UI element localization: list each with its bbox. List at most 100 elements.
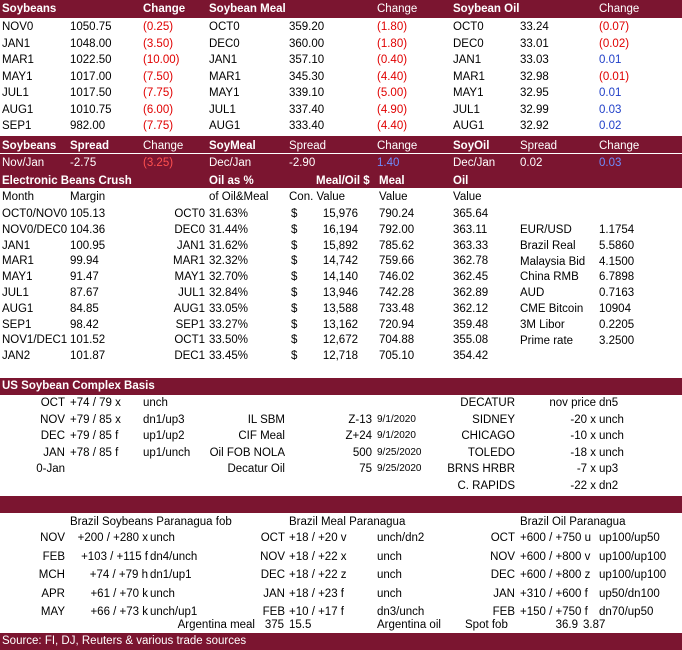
brazil-oil-value: +150 / +750 f: [520, 606, 588, 618]
brazil-beans-title: Brazil Soybeans Paranagua fob: [70, 516, 232, 528]
crush-oil-month: JAN1: [176, 239, 205, 252]
spread-value-6: Dec/Jan: [453, 157, 496, 169]
basis-product-value: 75: [359, 463, 372, 475]
source-note: Source: FI, DJ, Reuters & various trade …: [2, 635, 247, 647]
meal-month: MAY1: [209, 87, 240, 99]
soybean-month: AUG1: [2, 103, 34, 116]
basis-product-date: 9/1/2020: [377, 413, 416, 425]
meal-price: 360.00: [289, 37, 325, 50]
market-value: 3.2500: [599, 334, 635, 347]
crush-subheader-0: Month: [2, 191, 34, 203]
basis-month: OCT: [40, 397, 65, 409]
crush-oil-month: OCT1: [174, 334, 205, 347]
market-label: Brazil Real: [520, 239, 576, 252]
basis-location-change: up3: [599, 463, 619, 475]
crush-oil-month: MAR1: [173, 255, 205, 268]
oil-price: 33.03: [520, 54, 549, 66]
basis-product: Oil FOB NOLA: [209, 446, 285, 459]
basis-location-change: unch: [599, 446, 624, 459]
spread-header-8: Change: [599, 140, 640, 152]
crush-header-2: Meal: [379, 175, 405, 187]
crush-oil-pct: 31.44%: [209, 223, 249, 236]
basis-location: DECATUR: [460, 397, 515, 409]
meal-price: 345.30: [289, 70, 325, 83]
soybean-month: JUL1: [2, 87, 29, 99]
crush-oil-value: 362.89: [453, 287, 489, 299]
crush-header-3: Oil: [453, 175, 469, 187]
crush-meal-value: 792.00: [379, 223, 415, 236]
crush-oil-value: 362.45: [453, 271, 489, 284]
spread-header-0: Soybeans: [2, 140, 57, 152]
brazil-oil-change: up100/up50: [599, 532, 660, 544]
crush-dollar: $: [291, 271, 298, 284]
crush-dollar: $: [291, 318, 298, 331]
oil-change: 0.01: [599, 87, 622, 99]
market-value: 5.5860: [599, 239, 635, 252]
basis-product: CIF Meal: [238, 430, 285, 442]
crush-meal-value: 705.10: [379, 350, 415, 363]
crush-margin: 84.85: [70, 302, 99, 315]
oil-month: JUL1: [453, 103, 480, 116]
crush-margin: 99.94: [70, 255, 99, 268]
brazil-oil-month: OCT: [490, 532, 515, 544]
crush-oil-value: 355.08: [453, 334, 489, 347]
crush-con-value: 13,588: [322, 302, 358, 315]
brazil-oil-month: NOV: [490, 550, 515, 563]
crush-oil-pct: 32.32%: [209, 255, 249, 268]
argentina-meal-value: 375: [264, 619, 284, 631]
crush-margin: 87.67: [70, 287, 99, 299]
soybean-change: (7.75): [143, 120, 174, 132]
brazil-beans-value: +61 / +70 k: [90, 587, 148, 600]
brazil-meal-title: Brazil Meal Paranagua: [289, 516, 406, 528]
crush-dollar: $: [291, 223, 298, 236]
oil-change: (0.07): [599, 21, 630, 33]
meal-price: 333.40: [289, 120, 325, 132]
crush-subheader-1: Margin: [70, 191, 106, 203]
oil-price: 33.01: [520, 37, 549, 50]
brazil-beans-month: APR: [41, 587, 65, 600]
brazil-meal-value: +18 / +20 v: [289, 532, 347, 544]
market-label: Malaysia Bid: [520, 255, 586, 268]
crush-month: JAN2: [2, 350, 31, 363]
oil-month: MAY1: [453, 87, 484, 99]
crush-month: NOV0/DEC0: [2, 223, 68, 236]
basis-product-date: 9/25/2020: [377, 463, 422, 474]
basis-location-change: dn2: [599, 479, 619, 492]
argentina-meal-label: Argentina meal: [177, 619, 255, 631]
brazil-oil-value: +310 / +600 f: [520, 587, 588, 600]
futures-header-0: Soybeans: [2, 3, 57, 15]
crush-con-value: 12,718: [322, 350, 358, 363]
crush-con-value: 13,946: [322, 287, 358, 299]
basis-product: Decatur Oil: [227, 463, 285, 475]
argentina-meal-change: 15.5: [289, 619, 312, 631]
spread-header-2: Change: [143, 140, 184, 152]
oil-month: OCT0: [453, 21, 484, 33]
crush-oil-month: DEC0: [174, 223, 205, 236]
oil-change: (0.01): [599, 70, 630, 83]
brazil-oil-change: up100/up100: [599, 550, 667, 563]
spread-value-2: (3.25): [143, 157, 174, 169]
basis-change: unch: [143, 397, 168, 409]
crush-oil-pct: 31.62%: [209, 239, 249, 252]
basis-location-change: unch: [599, 430, 624, 442]
spreads-separator: [0, 153, 682, 154]
crush-margin: 105.13: [70, 208, 106, 220]
basis-location-value: -20 x: [570, 413, 596, 426]
brazil-beans-value: +74 / +79 h: [89, 569, 148, 581]
meal-month: DEC0: [209, 37, 240, 50]
brazil-oil-month: FEB: [492, 606, 515, 618]
spot-fob-label: Spot fob: [465, 619, 508, 631]
crush-oil-pct: 31.63%: [209, 208, 249, 220]
crush-dollar: $: [291, 255, 298, 268]
brazil-meal-month: NOV: [260, 550, 285, 563]
source-band: [0, 633, 682, 650]
brazil-meal-change: unch: [377, 587, 402, 600]
brazil-meal-month: DEC: [260, 569, 285, 581]
crush-oil-month: DEC1: [174, 350, 205, 363]
crush-margin: 100.95: [70, 239, 106, 252]
oil-price: 32.92: [520, 120, 549, 132]
crush-oil-value: 362.12: [453, 302, 489, 315]
argentina-oil-label: Argentina oil: [377, 619, 441, 631]
brazil-meal-change: unch/dn2: [377, 532, 425, 544]
meal-change: (4.40): [377, 70, 408, 83]
